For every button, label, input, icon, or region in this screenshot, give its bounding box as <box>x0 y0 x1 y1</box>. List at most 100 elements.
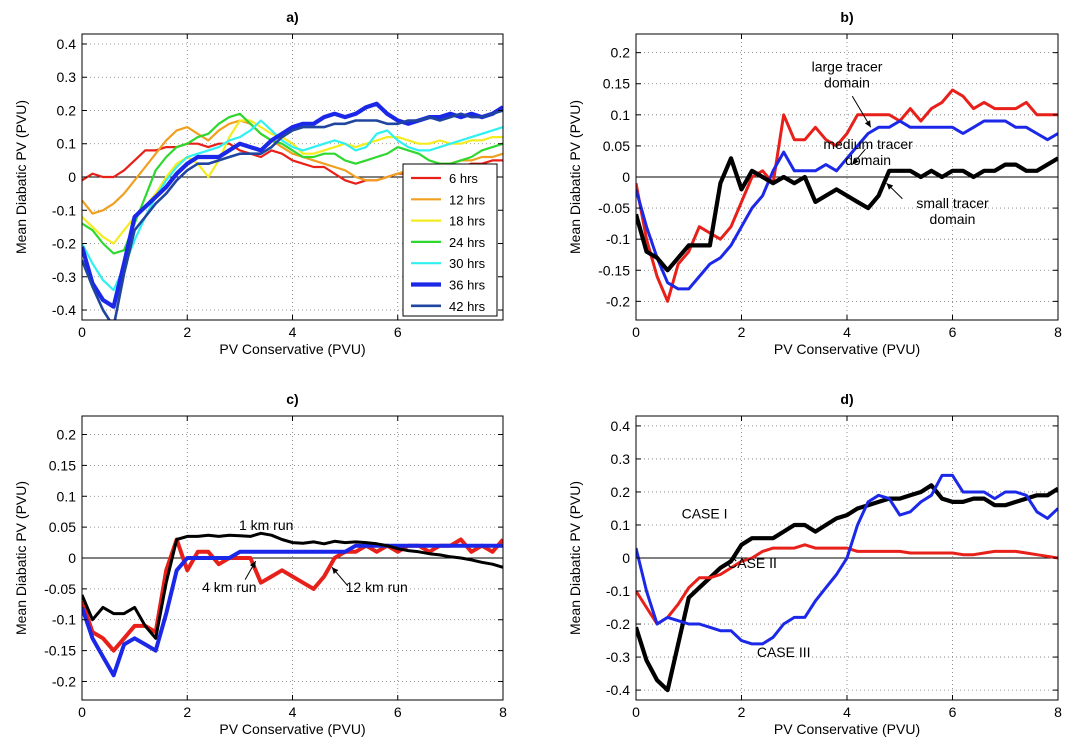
annotation-arrowhead <box>249 561 256 569</box>
annotation-label: CASE II <box>727 555 777 571</box>
annotation-label: small tracer domain <box>916 195 989 227</box>
y-tick-label: 0.2 <box>57 102 77 118</box>
annotation-label: 12 km run <box>346 579 408 595</box>
legend-entry: 42 hrs <box>449 299 486 314</box>
y-tick-label: 0.3 <box>611 451 631 467</box>
panel-title: d) <box>840 391 853 407</box>
y-tick-label: -0.1 <box>606 583 630 599</box>
y-tick-label: -0.1 <box>52 202 76 218</box>
series-line <box>82 109 503 320</box>
y-axis-label: Mean Diabatic PV (PVU) <box>13 481 29 635</box>
series-line <box>636 119 1058 291</box>
x-tick-label: 4 <box>843 704 851 720</box>
y-tick-label: 0 <box>68 169 76 185</box>
y-tick-label: 0.1 <box>57 488 77 504</box>
series-line <box>636 543 1058 626</box>
panel-title: c) <box>286 391 298 407</box>
annotation-label: 1 km run <box>239 517 293 533</box>
legend-entry: 24 hrs <box>449 235 486 250</box>
annotation-arrowhead <box>864 120 871 128</box>
x-axis-label: PV Conservative (PVU) <box>219 721 365 737</box>
legend-entry: 36 hrs <box>449 278 486 293</box>
y-tick-label: 0.1 <box>57 136 77 152</box>
annotation-label: CASE I <box>682 505 728 521</box>
x-tick-label: 0 <box>632 324 640 340</box>
y-tick-label: 0.05 <box>49 519 76 535</box>
series-line <box>82 537 503 653</box>
x-tick-label: 8 <box>1054 324 1062 340</box>
panel-1: 0 2 4 6 -0.4 -0.3 -0.2 -0.1 0 0.1 0.2 0.3 0.4 a) PV Co… <box>13 9 504 357</box>
y-tick-label: -0.15 <box>598 262 630 278</box>
y-tick-label: -0.2 <box>52 673 76 689</box>
annotation-label: CASE III <box>757 644 811 660</box>
series-line <box>636 483 1058 693</box>
x-axis-label: PV Conservative (PVU) <box>219 341 365 357</box>
annotation-label: medium tracer domain <box>823 136 913 168</box>
y-tick-label: -0.1 <box>606 231 630 247</box>
x-tick-label: 6 <box>394 324 402 340</box>
x-tick-label: 0 <box>632 704 640 720</box>
series-line <box>636 88 1058 303</box>
x-tick-label: 4 <box>289 704 297 720</box>
annotation-arrowhead <box>331 567 339 575</box>
x-tick-label: 4 <box>843 324 851 340</box>
y-tick-label: 0.05 <box>603 138 630 154</box>
x-tick-label: 2 <box>183 704 191 720</box>
y-tick-label: 0.2 <box>57 427 77 443</box>
x-axis-label: PV Conservative (PVU) <box>774 341 920 357</box>
x-tick-label: 0 <box>78 324 86 340</box>
series-line <box>636 473 1058 646</box>
y-tick-label: 0.3 <box>57 69 77 85</box>
y-tick-label: -0.2 <box>606 616 630 632</box>
series-line <box>636 156 1058 273</box>
y-tick-label: -0.2 <box>52 236 76 252</box>
x-axis-label: PV Conservative (PVU) <box>774 721 920 737</box>
legend: 6 hrs 12 hrs 18 hrs 24 hrs 30 hrs 36 hrs 42 hr… <box>402 163 498 317</box>
legend-entry: 12 hrs <box>449 192 486 207</box>
panel-2: 0 2 4 6 8 -0.2 -0.15 -0.1 -0.05 0 0.05 0.1 0.15 0.2 b)… <box>567 9 1062 357</box>
y-tick-label: 0.4 <box>57 36 77 52</box>
y-tick-label: 0.15 <box>603 76 630 92</box>
y-tick-label: -0.15 <box>44 643 76 659</box>
panel-3: 0 2 4 6 8 -0.2 -0.15 -0.1 -0.05 0 0.05 0.1 0.15 0.2 c)… <box>13 391 507 737</box>
y-tick-label: 0 <box>68 550 76 566</box>
annotation-arrowhead <box>886 183 894 190</box>
x-tick-label: 4 <box>289 324 297 340</box>
series-line <box>82 531 503 640</box>
panel-4: 0 2 4 6 8 -0.4 -0.3 -0.2 -0.1 0 0.1 0.2 0.3 0.4 d) PV C… <box>567 391 1062 737</box>
x-tick-label: 2 <box>183 324 191 340</box>
x-tick-label: 0 <box>78 704 86 720</box>
legend-entry: 18 hrs <box>449 214 486 229</box>
y-tick-label: -0.4 <box>606 682 630 698</box>
y-tick-label: -0.05 <box>598 200 630 216</box>
panel-title: b) <box>840 9 853 25</box>
legend-box <box>402 163 498 317</box>
panel-title: a) <box>286 9 298 25</box>
y-tick-label: -0.05 <box>44 581 76 597</box>
x-tick-label: 6 <box>949 704 957 720</box>
annotation-arrowhead <box>852 157 859 165</box>
series-line <box>82 119 503 292</box>
annotation-label: large tracer domain <box>812 58 883 90</box>
y-tick-label: 0.4 <box>611 418 631 434</box>
x-tick-label: 8 <box>499 704 507 720</box>
y-tick-label: -0.3 <box>52 269 76 285</box>
y-tick-label: 0.1 <box>611 107 631 123</box>
x-tick-label: 2 <box>738 324 746 340</box>
y-tick-label: -0.2 <box>606 293 630 309</box>
y-tick-label: 0.1 <box>611 517 631 533</box>
y-tick-label: -0.3 <box>606 649 630 665</box>
x-tick-label: 6 <box>949 324 957 340</box>
y-tick-label: -0.4 <box>52 302 76 318</box>
y-tick-label: -0.1 <box>52 612 76 628</box>
x-tick-label: 2 <box>738 704 746 720</box>
series-line <box>82 543 503 678</box>
y-tick-label: 0.2 <box>611 45 631 61</box>
x-tick-label: 8 <box>1054 704 1062 720</box>
series-line <box>82 112 503 255</box>
y-tick-label: 0.2 <box>611 484 631 500</box>
y-tick-label: 0.15 <box>49 457 76 473</box>
legend-entry: 6 hrs <box>449 171 478 186</box>
annotation-label: 4 km run <box>202 579 256 595</box>
